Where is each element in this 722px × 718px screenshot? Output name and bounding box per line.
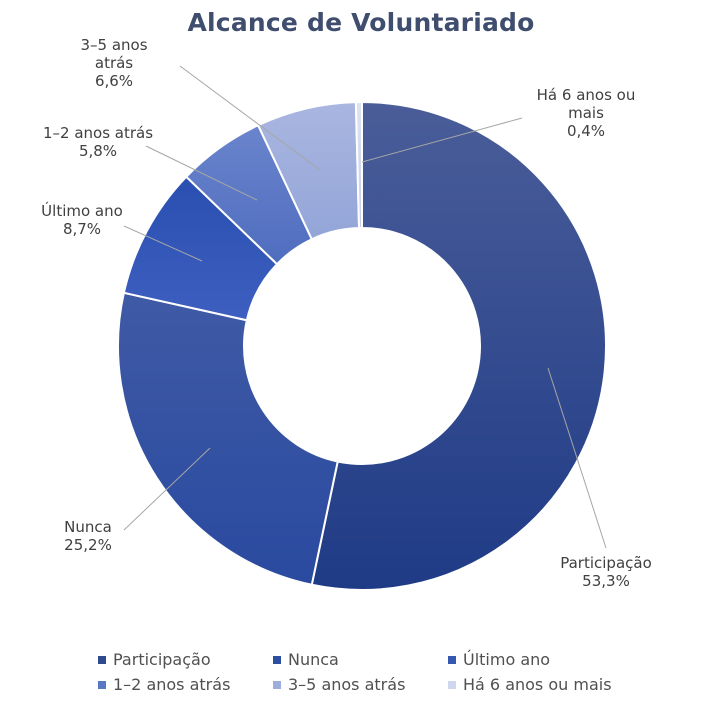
legend-swatch [98, 680, 106, 689]
legend-item-3-5-anos-atras: 3–5 anos atrás [273, 675, 448, 694]
data-label-nunca: Nunca 25,2% [64, 518, 112, 554]
slice-participacao [310, 100, 607, 591]
donut-chart: Participação 53,3% Nunca 25,2% Último ano 8,7… [41, 36, 652, 591]
legend-label: 1–2 anos atrás [113, 675, 231, 694]
legend-label: Participação [113, 650, 211, 669]
legend-item-participacao: Participação [98, 650, 273, 669]
leader-line-ha-6-anos-ou-mais [361, 117, 523, 163]
legend-label: Último ano [463, 650, 551, 669]
legend-item-ultimo-ano: Último ano [448, 650, 668, 669]
leader-line-nunca [123, 447, 211, 531]
chart-title: Alcance de Voluntariado [187, 8, 535, 37]
data-label-participacao: Participação 53,3% [560, 554, 652, 590]
legend-label: 3–5 anos atrás [288, 675, 406, 694]
legend-item-nunca: Nunca [273, 650, 448, 669]
legend: Participação Nunca Último ano 1–2 anos atrá… [98, 650, 698, 694]
legend-swatch [273, 680, 281, 689]
leader-line-participacao [547, 367, 607, 549]
legend-item-1-2-anos-atras: 1–2 anos atrás [98, 675, 273, 694]
legend-swatch [448, 680, 456, 689]
slice-ha-6-anos-ou-mais [354, 100, 363, 230]
legend-label: Nunca [288, 650, 339, 669]
data-label-ha-6-anos-ou-mais: Há 6 anos ou mais 0,4% [537, 86, 636, 140]
data-label-ultimo-ano: Último ano 8,7% [41, 201, 123, 238]
leader-line-3-5-anos-atras [179, 65, 321, 171]
data-label-1-2-anos-atras: 1–2 anos atrás 5,8% [43, 124, 153, 160]
legend-swatch [448, 655, 456, 664]
slice-nunca [117, 291, 339, 586]
leader-line-ultimo-ano [123, 225, 203, 262]
data-label-3-5-anos-atras: 3–5 anos atrás 6,6% [80, 36, 147, 90]
legend-item-ha-6-anos-ou-mais: Há 6 anos ou mais [448, 675, 668, 694]
legend-swatch [273, 655, 281, 664]
leader-line-1-2-anos-atras [145, 145, 258, 201]
legend-label: Há 6 anos ou mais [463, 675, 612, 694]
legend-swatch [98, 655, 106, 664]
